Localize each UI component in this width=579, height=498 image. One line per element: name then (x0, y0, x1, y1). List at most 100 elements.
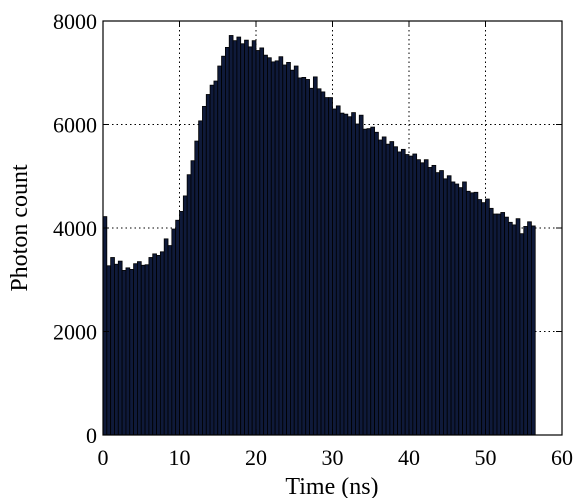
x-tick-label: 0 (98, 445, 109, 470)
histogram-bar (137, 261, 142, 436)
histogram-bar (477, 199, 483, 436)
histogram-bar (167, 245, 173, 436)
x-tick-label: 20 (245, 445, 267, 470)
histogram-bar (469, 192, 475, 436)
histogram-bar (213, 80, 219, 436)
histogram-bar (274, 60, 280, 436)
histogram-bar (224, 46, 230, 436)
histogram-bar (186, 174, 192, 436)
histogram-bar (519, 233, 525, 436)
histogram-bar (335, 105, 341, 436)
histogram-bar (473, 191, 479, 436)
histogram-bar (259, 47, 265, 436)
histogram-bar (347, 116, 353, 436)
histogram-bar (339, 112, 345, 436)
histogram-bar (420, 162, 425, 436)
histogram-bar (171, 228, 177, 436)
histogram-bar (282, 64, 287, 436)
histogram-bar (182, 195, 188, 436)
histogram-bar (152, 253, 157, 436)
histogram-bar (163, 238, 169, 436)
histogram-bar (374, 131, 379, 436)
x-tick-label: 10 (169, 445, 191, 470)
histogram-bar (198, 120, 203, 436)
histogram-bar (381, 136, 387, 436)
histogram-bar (397, 151, 402, 436)
histogram-bar (404, 154, 410, 436)
histogram-bar (439, 170, 444, 436)
histogram-bar (297, 77, 303, 436)
histogram-bar (144, 264, 150, 436)
histogram-bar (221, 55, 226, 436)
histogram-bar (190, 160, 196, 436)
histogram-bar (312, 76, 318, 436)
histogram-bar (255, 50, 261, 436)
histogram-bar (301, 77, 307, 436)
histogram-bar (247, 46, 253, 436)
histogram-bar (465, 190, 471, 436)
histogram-bar (423, 159, 429, 436)
histogram-bar (355, 123, 360, 436)
histogram-bar (309, 87, 314, 436)
histogram-bar (240, 43, 245, 436)
histogram-bar (500, 212, 506, 436)
histogram-bar (194, 140, 200, 436)
x-tick-label: 40 (398, 445, 420, 470)
histogram-bar (270, 61, 276, 436)
histogram-bar (443, 178, 448, 436)
histogram-bar (129, 268, 134, 436)
histogram-bar (156, 255, 161, 436)
histogram-bar (416, 159, 421, 436)
histogram-bar (244, 39, 249, 436)
histogram-bar (267, 57, 272, 436)
histogram-bar (370, 126, 375, 436)
x-axis-label: Time (ns) (285, 474, 378, 498)
histogram-bar (228, 35, 234, 436)
histogram-bar (159, 251, 165, 436)
x-tick-label: 30 (322, 445, 344, 470)
histogram-bar (251, 40, 257, 436)
histogram-bar (531, 225, 536, 436)
histogram-bar (140, 264, 146, 436)
histogram-bar (114, 263, 119, 436)
histogram-bar (458, 187, 463, 436)
histogram-bar (343, 113, 349, 436)
histogram-bar (515, 218, 521, 436)
histogram-bar (236, 36, 242, 436)
histogram-bar (435, 172, 440, 436)
histogram-bar (316, 88, 322, 436)
y-tick-label: 0 (86, 423, 97, 448)
histogram-bar (492, 213, 498, 436)
histogram-bar (389, 141, 395, 436)
histogram-bar (504, 216, 509, 436)
histogram-bar (202, 105, 207, 436)
histogram-bar (148, 257, 154, 436)
histogram-bar (427, 167, 433, 436)
histogram-bar (232, 40, 238, 436)
histogram-bar (408, 155, 414, 436)
histogram-bar (377, 139, 383, 436)
y-tick-labels: 0 2000 4000 6000 8000 (53, 9, 97, 448)
histogram-bar (481, 202, 486, 436)
histogram-bar (454, 183, 460, 436)
histogram-bar (117, 260, 123, 436)
histogram-bar (523, 226, 528, 436)
histogram-bar (110, 257, 115, 436)
histogram-bar (511, 224, 517, 436)
histogram-bar (320, 91, 326, 436)
y-tick-label: 4000 (53, 216, 97, 241)
histogram-bar (358, 114, 364, 436)
x-tick-labels: 0 10 20 30 40 50 60 (98, 445, 574, 470)
histogram-bar (412, 153, 418, 436)
histogram-bar (393, 146, 398, 436)
histogram-bar (305, 79, 310, 436)
histogram-bar (205, 94, 211, 436)
histogram-bar (450, 181, 456, 436)
histogram-bar (290, 69, 295, 436)
histogram-bar (496, 213, 502, 436)
x-tick-label: 50 (475, 445, 497, 470)
y-tick-label: 8000 (53, 9, 97, 34)
histogram-bar (328, 97, 333, 436)
histogram-bar (278, 56, 284, 436)
histogram-bar (446, 175, 452, 436)
